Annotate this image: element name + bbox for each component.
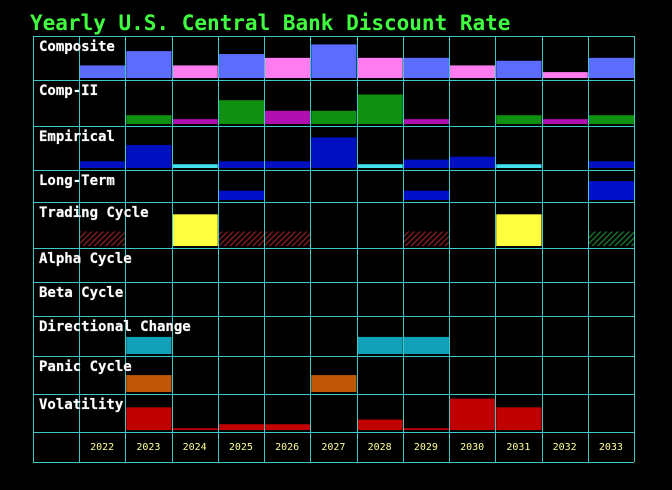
bar — [265, 161, 311, 168]
row-label: Alpha Cycle — [39, 251, 132, 267]
bar — [403, 336, 449, 354]
bar — [496, 407, 542, 430]
row-label: Panic Cycle — [39, 359, 132, 375]
row-label: Trading Cycle — [39, 205, 149, 221]
bar — [496, 60, 542, 78]
bar — [450, 156, 496, 168]
bar — [588, 161, 634, 168]
bar — [311, 110, 357, 124]
bar — [80, 231, 126, 246]
bar — [357, 57, 403, 78]
bar — [172, 428, 218, 430]
row-label: Empirical — [39, 129, 115, 145]
bar — [311, 44, 357, 78]
bar — [80, 65, 126, 78]
bar — [542, 119, 588, 124]
x-tick-label: 2022 — [90, 442, 114, 453]
x-tick-label: 2024 — [183, 442, 207, 453]
bar — [80, 161, 126, 168]
row-label: Composite — [39, 39, 115, 55]
row-label: Long-Term — [39, 173, 115, 189]
bar — [403, 57, 449, 78]
bar — [126, 144, 172, 168]
bar — [218, 231, 264, 246]
bar — [496, 115, 542, 124]
bar — [357, 94, 403, 124]
bar — [403, 119, 449, 124]
x-tick-label: 2027 — [321, 442, 345, 453]
bar — [311, 375, 357, 392]
row-label: Volatility — [39, 397, 124, 413]
bar — [403, 190, 449, 200]
bar — [218, 424, 264, 430]
x-tick-label: 2023 — [136, 442, 160, 453]
bar — [265, 424, 311, 430]
bar — [172, 214, 218, 246]
x-tick-label: 2026 — [275, 442, 299, 453]
bar — [172, 65, 218, 78]
bar — [265, 231, 311, 246]
x-tick-label: 2030 — [460, 442, 484, 453]
bar — [218, 161, 264, 168]
bar — [357, 336, 403, 354]
bar — [403, 231, 449, 246]
x-tick-label: 2033 — [599, 442, 623, 453]
bar — [588, 181, 634, 200]
bar — [126, 407, 172, 430]
bar — [357, 164, 403, 168]
bar — [172, 164, 218, 168]
bar — [588, 57, 634, 78]
bar — [403, 428, 449, 430]
row-label: Directional Change — [39, 319, 191, 335]
bar — [357, 419, 403, 430]
bar — [126, 336, 172, 354]
row-label: Beta Cycle — [39, 285, 123, 301]
chart-title: Yearly U.S. Central Bank Discount Rate — [30, 11, 510, 35]
bar — [218, 100, 264, 124]
bar — [311, 137, 357, 168]
bar — [265, 57, 311, 78]
bar — [172, 119, 218, 124]
bar — [218, 190, 264, 200]
bar — [542, 72, 588, 78]
x-tick-label: 2025 — [229, 442, 253, 453]
bar — [588, 115, 634, 124]
bar — [403, 159, 449, 168]
bar — [265, 110, 311, 124]
bar — [450, 65, 496, 78]
bar — [126, 375, 172, 392]
bar — [496, 164, 542, 168]
bar — [496, 214, 542, 246]
x-tick-label: 2032 — [553, 442, 577, 453]
x-tick-label: 2029 — [414, 442, 438, 453]
x-tick-label: 2028 — [368, 442, 392, 453]
bar — [126, 115, 172, 124]
x-tick-label: 2031 — [506, 442, 530, 453]
bar — [588, 231, 634, 246]
bar — [450, 398, 496, 430]
row-label: Comp-II — [39, 83, 98, 99]
bar — [218, 54, 264, 78]
bar — [126, 51, 172, 78]
